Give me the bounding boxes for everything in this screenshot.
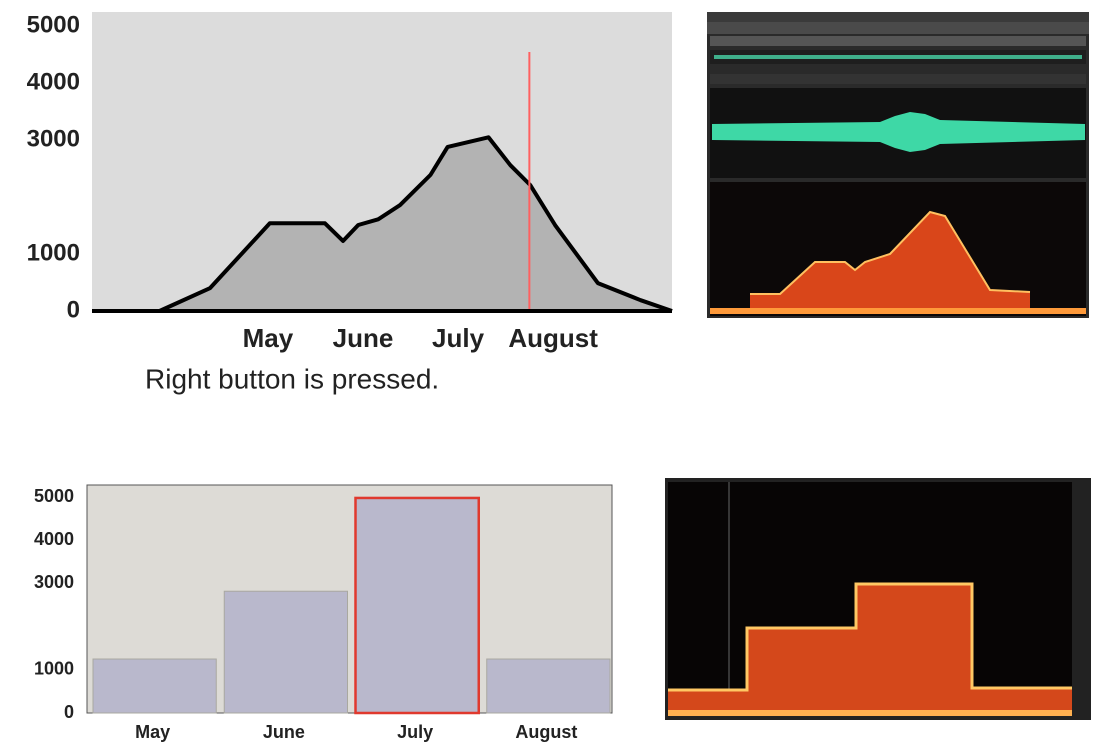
x-tick-label: August: [515, 722, 577, 742]
y-tick-label: 4000: [34, 529, 74, 549]
x-tick-label: August: [508, 323, 598, 353]
y-tick-label: 5000: [34, 486, 74, 506]
x-tick-label: May: [135, 722, 170, 742]
overview-wave: [714, 55, 1082, 59]
x-tick-label: July: [397, 722, 433, 742]
toolbar: [707, 22, 1089, 34]
x-tick-label: May: [243, 323, 294, 353]
x-tick-label: June: [333, 323, 394, 353]
tab-bar: [710, 36, 1086, 46]
y-tick-label: 3000: [27, 125, 80, 152]
annotation: Right button is pressed.: [145, 363, 439, 394]
spectrogram-base: [710, 308, 1086, 314]
y-tick-label: 0: [64, 702, 74, 722]
y-tick-label: 3000: [34, 572, 74, 592]
page: 0 1000 3000 4000 5000 May June July August Right …: [0, 0, 1094, 744]
timeline: [710, 74, 1086, 84]
x-tick-label: July: [432, 323, 485, 353]
title-bar: [707, 12, 1089, 22]
y-tick-label: 5000: [27, 12, 80, 39]
y-tick-label: 1000: [27, 239, 80, 266]
y-tick-label: 4000: [27, 69, 80, 96]
y-tick-label: 1000: [34, 659, 74, 679]
bar: [356, 498, 479, 713]
x-tick-label: June: [263, 722, 305, 742]
audio-screenshot-top: [707, 12, 1089, 318]
y-tick-label: 0: [67, 296, 80, 323]
spectrogram-base: [668, 710, 1072, 716]
audio-screenshot-bottom: [665, 478, 1091, 720]
bar: [487, 659, 610, 713]
bar: [224, 591, 347, 713]
bar: [93, 659, 216, 713]
